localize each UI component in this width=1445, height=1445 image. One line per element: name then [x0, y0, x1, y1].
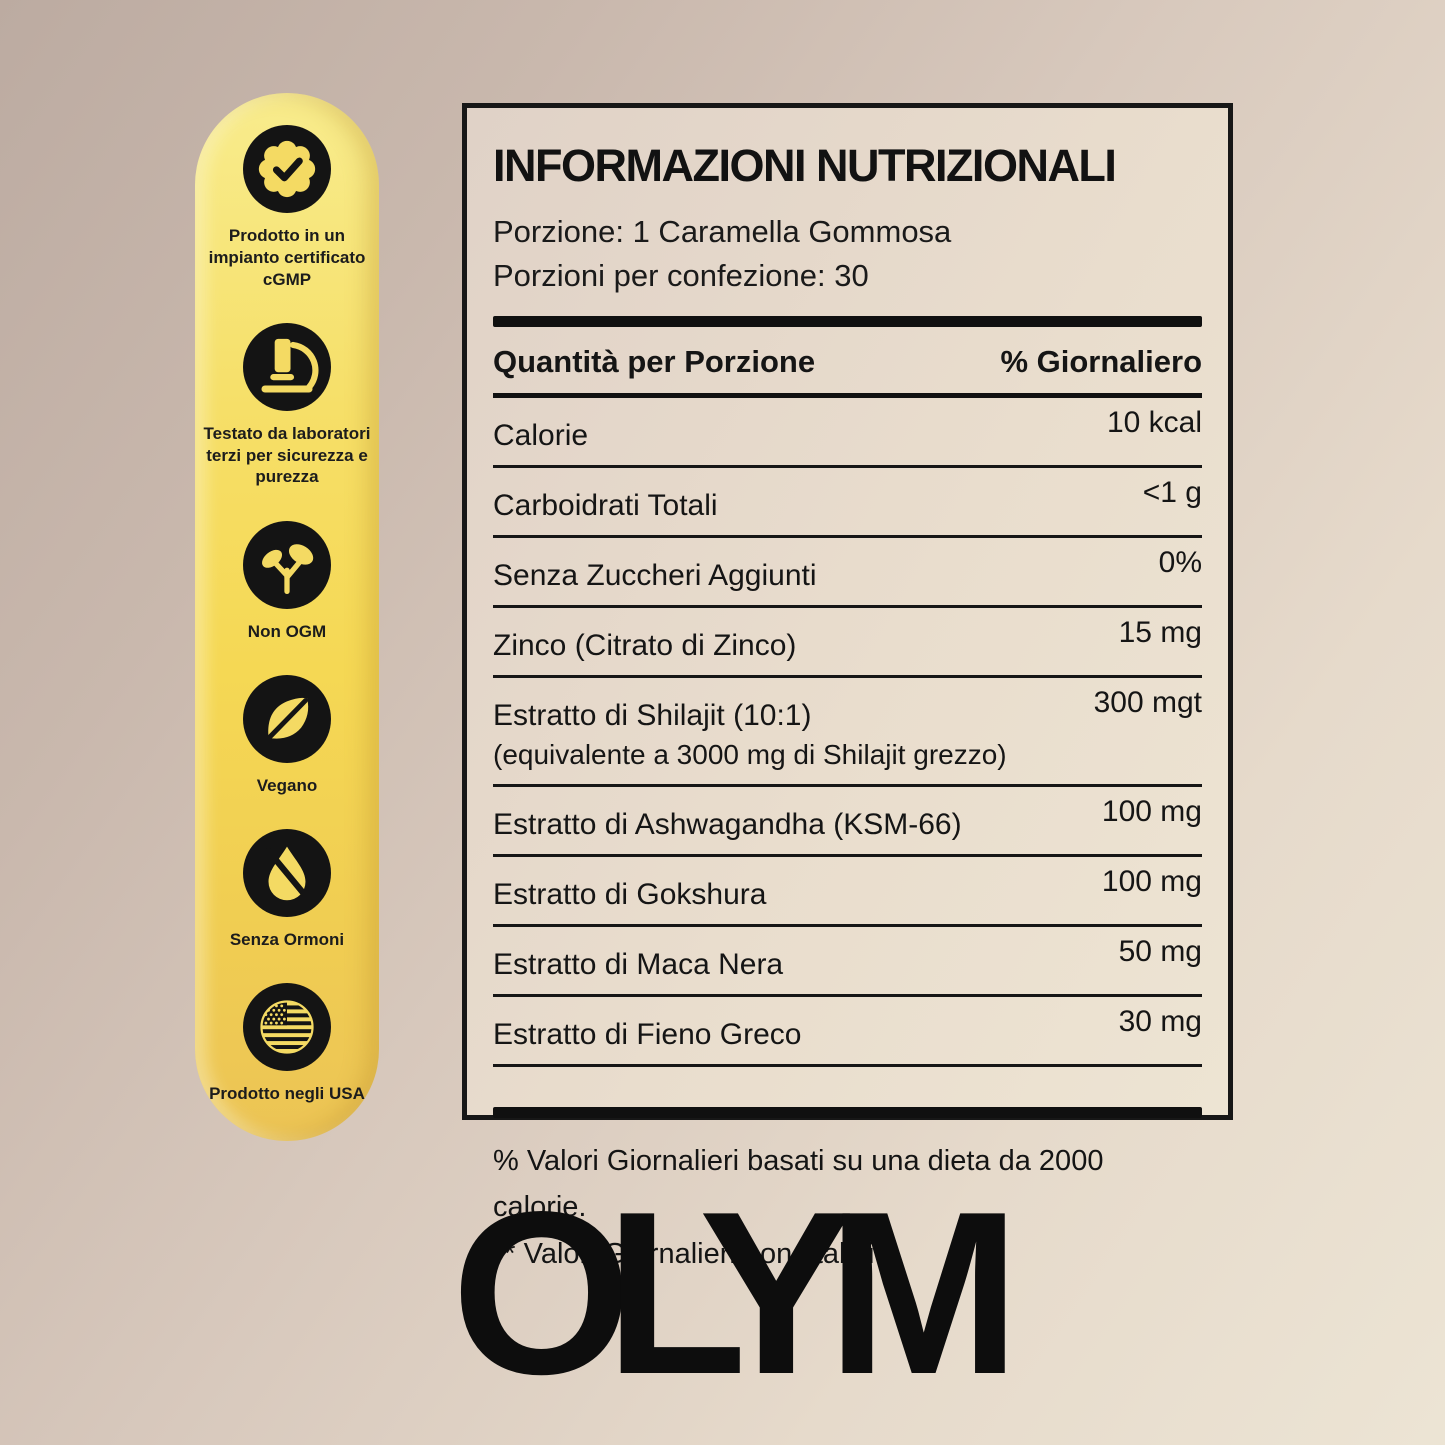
- nutrient-row-carbs: Carboidrati Totali <1 g: [493, 468, 1202, 539]
- badge-label: Testato da laboratori terzi per sicurezz…: [203, 423, 371, 487]
- divider-bar: [493, 316, 1202, 328]
- nutrient-row-gokshura: Estratto di Gokshura 100 mg: [493, 857, 1202, 928]
- nutrient-label: Calorie: [493, 419, 589, 453]
- nutrient-value: 100 mg: [1101, 865, 1202, 899]
- nutrient-value: <1 g: [1142, 476, 1202, 510]
- badge-non-gmo: Non OGM: [203, 520, 371, 643]
- nutrient-label: Senza Zuccheri Aggiunti: [493, 559, 817, 593]
- nutrient-label-main: Estratto di Shilajit (10:1): [493, 699, 812, 733]
- badge-lab-tested: Testato da laboratori terzi per sicurezz…: [203, 322, 371, 488]
- nutrient-label: Estratto di Ashwagandha (KSM-66): [493, 808, 962, 842]
- certified-seal-icon: [243, 125, 331, 213]
- nutrient-row-ashwagandha: Estratto di Ashwagandha (KSM-66) 100 mg: [493, 787, 1202, 858]
- nutrient-value: 300 mgt: [1093, 686, 1202, 720]
- footnotes: % Valori Giornalieri basati su una dieta…: [493, 1132, 1202, 1277]
- nutrient-row-sugars: Senza Zuccheri Aggiunti 0%: [493, 538, 1202, 609]
- column-header-amount: Quantità per Porzione: [493, 344, 816, 380]
- table-header-row: Quantità per Porzione % Giornaliero: [493, 327, 1202, 399]
- no-hormones-icon: [243, 829, 331, 917]
- badge-hormone-free: Senza Ormoni: [203, 829, 371, 951]
- nutrient-value: 100 mg: [1101, 795, 1202, 829]
- nutrient-label: Estratto di Maca Nera: [493, 948, 784, 982]
- usa-flag-icon: [243, 983, 331, 1072]
- badge-label: Prodotto negli USA: [209, 1084, 365, 1104]
- nutrient-row-fenugreek: Estratto di Fieno Greco 30 mg: [493, 997, 1202, 1068]
- nutrient-note: (equivalente a 3000 mg di Shilajit grezz…: [493, 739, 1007, 771]
- nutrition-panel: INFORMAZIONI NUTRIZIONALI Porzione: 1 Ca…: [462, 103, 1233, 1270]
- divider-bar: [493, 1107, 1202, 1119]
- nutrient-value: 10 kcal: [1106, 406, 1202, 440]
- nutrient-value: 50 mg: [1118, 935, 1202, 969]
- nutrient-value: 0%: [1158, 546, 1202, 580]
- servings-per-container: Porzioni per confezione: 30: [493, 258, 869, 294]
- nutrient-label: Carboidrati Totali: [493, 489, 718, 523]
- microscope-icon: [243, 322, 331, 411]
- nutrient-label: Estratto di Gokshura: [493, 878, 767, 912]
- badge-strip: Prodotto in un impianto certificato cGMP…: [195, 93, 379, 1141]
- nutrient-row-calories: Calorie 10 kcal: [493, 398, 1202, 469]
- panel-title: INFORMAZIONI NUTRIZIONALI: [493, 140, 1117, 191]
- footnote-daily-values: % Valori Giornalieri basati su una dieta…: [493, 1145, 1104, 1224]
- nutrient-label: Estratto di Shilajit (10:1) (equivalente…: [493, 684, 1007, 774]
- leaf-icon: [243, 674, 331, 763]
- nutrient-row-zinc: Zinco (Citrato di Zinco) 15 mg: [493, 608, 1202, 679]
- sprout-icon: [243, 520, 331, 609]
- nutrient-value: 30 mg: [1118, 1005, 1202, 1039]
- nutrient-row-maca: Estratto di Maca Nera 50 mg: [493, 927, 1202, 998]
- badge-label: Senza Ormoni: [229, 930, 345, 949]
- serving-size: Porzione: 1 Caramella Gommosa: [493, 214, 952, 249]
- nutrient-label: Estratto di Fieno Greco: [493, 1018, 802, 1052]
- badge-cgmp: Prodotto in un impianto certificato cGMP: [203, 125, 371, 290]
- nutrient-label: Zinco (Citrato di Zinco): [493, 629, 797, 663]
- badge-vegan: Vegano: [203, 674, 371, 797]
- badge-label: Vegano: [256, 775, 318, 795]
- brand-logo: OLYM: [451, 1164, 1020, 1423]
- nutrient-value: 15 mg: [1118, 616, 1202, 650]
- footnote-not-established: ** Valori Giornalieri non stabiliti.: [493, 1237, 898, 1270]
- badge-made-in-usa: Prodotto negli USA: [203, 983, 371, 1105]
- nutrient-row-shilajit: Estratto di Shilajit (10:1) (equivalente…: [493, 678, 1202, 788]
- badge-label: Non OGM: [247, 621, 327, 641]
- badge-label: Prodotto in un impianto certificato cGMP: [208, 226, 366, 289]
- column-header-daily: % Giornaliero: [1000, 344, 1202, 380]
